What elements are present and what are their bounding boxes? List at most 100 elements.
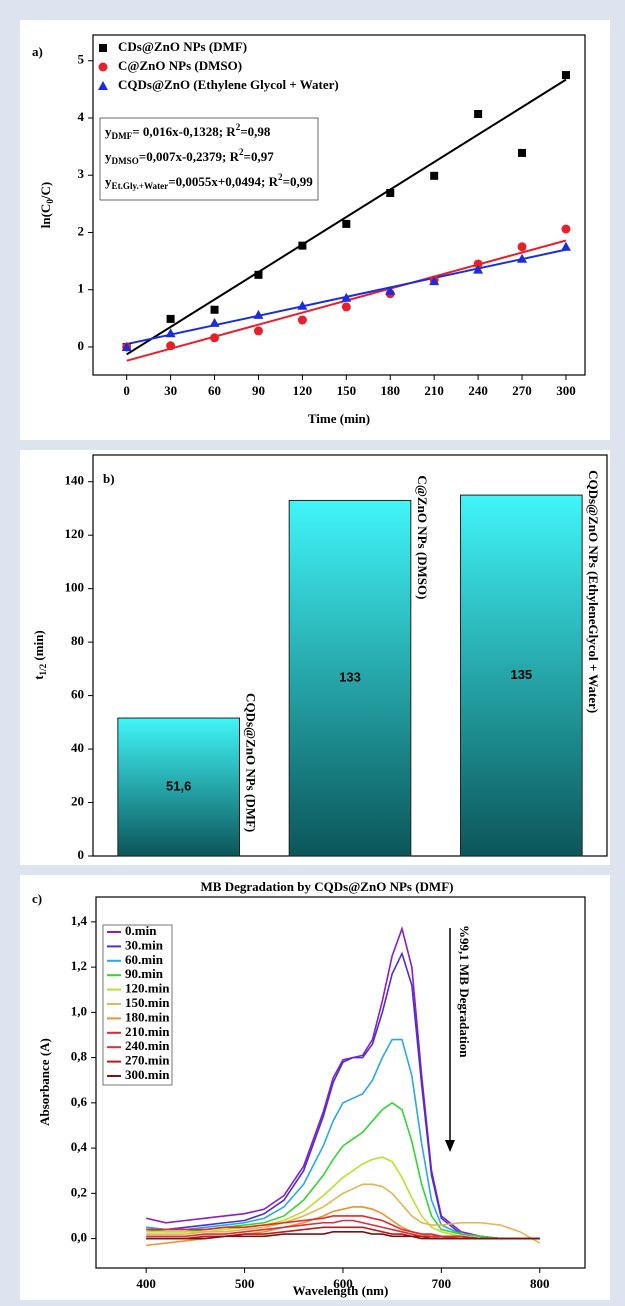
x-tick-label: 30 bbox=[164, 383, 177, 398]
data-point bbox=[297, 315, 307, 325]
legend-label: 0.min bbox=[125, 923, 157, 938]
y-tick-label: 120 bbox=[65, 526, 85, 541]
y-tick-label: 1,0 bbox=[71, 1003, 87, 1018]
legend-marker bbox=[98, 62, 108, 72]
label-part: 0 bbox=[45, 199, 55, 204]
equation: yDMF= 0,016x-0,1328; R2=0,98 bbox=[105, 122, 271, 141]
data-point bbox=[166, 314, 175, 323]
y-tick-label: 0,6 bbox=[71, 1094, 88, 1109]
x-tick-label: 300 bbox=[556, 383, 576, 398]
data-point bbox=[166, 341, 176, 351]
label-part: (min) bbox=[31, 630, 46, 664]
y-tick-label: 80 bbox=[71, 633, 84, 648]
panel-a bbox=[20, 20, 610, 440]
x-axis-label: Wavelength (nm) bbox=[293, 1283, 389, 1298]
data-point bbox=[165, 328, 176, 338]
data-point bbox=[517, 253, 528, 263]
data-point bbox=[253, 326, 263, 336]
x-tick-label: 0 bbox=[123, 383, 130, 398]
data-point bbox=[210, 333, 220, 343]
y-tick-label: 100 bbox=[65, 580, 85, 595]
x-tick-label: 800 bbox=[530, 1276, 550, 1291]
x-tick-label: 700 bbox=[432, 1276, 452, 1291]
data-point bbox=[560, 241, 571, 251]
bar bbox=[117, 717, 240, 857]
label-part: y bbox=[105, 124, 112, 139]
arrow-head bbox=[445, 1140, 455, 1152]
panel-label: b) bbox=[103, 471, 115, 486]
y-tick-label: 1 bbox=[78, 281, 85, 296]
x-axis-label: Time (min) bbox=[308, 411, 370, 426]
data-point bbox=[297, 300, 308, 310]
x-tick-label: 150 bbox=[337, 383, 357, 398]
annotation: %99,1 MB Degradation bbox=[457, 925, 472, 1058]
data-point bbox=[298, 241, 307, 250]
y-tick-label: 60 bbox=[71, 687, 84, 702]
y-tick-label: 0,2 bbox=[71, 1184, 87, 1199]
x-tick-label: 120 bbox=[293, 383, 313, 398]
label-part: 2 bbox=[278, 172, 283, 182]
legend-label: 90.min bbox=[125, 966, 164, 981]
chart-title: MB Degradation by CQDs@ZnO NPs (DMF) bbox=[201, 879, 454, 894]
fit-line bbox=[126, 78, 567, 356]
data-point bbox=[561, 71, 570, 80]
data-point bbox=[341, 292, 352, 302]
data-point bbox=[121, 341, 132, 351]
bar bbox=[460, 494, 583, 857]
data-point bbox=[254, 270, 263, 279]
x-tick-label: 90 bbox=[252, 383, 265, 398]
plot-frame bbox=[95, 896, 586, 1269]
legend-marker bbox=[98, 81, 108, 90]
data-point bbox=[473, 264, 484, 274]
legend-label: 300.min bbox=[125, 1067, 170, 1082]
x-tick-label: 60 bbox=[208, 383, 221, 398]
spectrum-line bbox=[146, 1038, 540, 1240]
data-point bbox=[517, 242, 527, 252]
data-point bbox=[210, 305, 219, 314]
data-point bbox=[209, 317, 220, 327]
plot-frame bbox=[92, 34, 586, 376]
label-part: t bbox=[31, 675, 46, 680]
y-axis-label: Absorbance (A) bbox=[37, 1038, 52, 1126]
label-part: DMSO bbox=[112, 156, 139, 166]
y-tick-label: 40 bbox=[71, 740, 84, 755]
legend-label: 240.min bbox=[125, 1038, 170, 1053]
y-tick-label: 1,4 bbox=[71, 913, 88, 928]
bar bbox=[288, 499, 412, 857]
y-axis-label: ln(C0/C) bbox=[38, 182, 55, 228]
y-tick-label: 2 bbox=[78, 223, 85, 238]
equation: yDMSO=0,007x-0,2379; R2=0,97 bbox=[105, 147, 274, 166]
data-point bbox=[253, 309, 264, 319]
data-point bbox=[518, 148, 527, 157]
category-label: CQDs@ZnO NPs (DMF) bbox=[244, 693, 259, 832]
label-part: 2 bbox=[239, 147, 244, 157]
y-tick-label: 3 bbox=[78, 166, 85, 181]
legend-label: CQDs@ZnO (Ethylene Glycol + Water) bbox=[118, 77, 339, 92]
y-tick-label: 20 bbox=[71, 794, 84, 809]
x-tick-label: 500 bbox=[235, 1276, 255, 1291]
label-part: /C) bbox=[38, 182, 53, 200]
label-part: 2 bbox=[236, 122, 241, 132]
data-point bbox=[429, 276, 440, 286]
y-tick-label: 0 bbox=[78, 338, 85, 353]
data-point bbox=[386, 188, 395, 197]
spectrum-line bbox=[146, 1183, 541, 1244]
legend-label: 270.min bbox=[125, 1053, 170, 1068]
y-tick-label: 0,4 bbox=[71, 1139, 88, 1154]
label-part: ln(C bbox=[38, 204, 53, 229]
category-label: CQDs@ZnO NPs (EthyleneGlycol + Water) bbox=[586, 470, 601, 713]
spectrum-line bbox=[146, 1156, 540, 1240]
y-tick-label: 1,2 bbox=[71, 958, 87, 973]
x-tick-label: 600 bbox=[333, 1276, 353, 1291]
label-part: =0,98 bbox=[240, 124, 271, 139]
data-point bbox=[385, 285, 396, 295]
label-part: =0,97 bbox=[244, 149, 275, 164]
panel-label: a) bbox=[32, 44, 43, 59]
legend-marker bbox=[99, 44, 107, 52]
bar-value-label: 133 bbox=[339, 670, 361, 685]
data-point bbox=[341, 302, 351, 312]
spectrum-line bbox=[146, 1215, 540, 1240]
y-tick-label: 140 bbox=[65, 473, 85, 488]
y-tick-label: 0,0 bbox=[71, 1230, 87, 1245]
category-label: C@ZnO NPs (DMSO) bbox=[415, 475, 430, 599]
